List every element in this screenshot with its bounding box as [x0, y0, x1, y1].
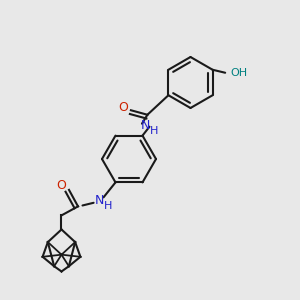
Text: OH: OH [231, 68, 248, 78]
Text: O: O [118, 101, 128, 114]
Text: H: H [150, 126, 159, 136]
Text: O: O [57, 179, 66, 193]
Text: H: H [104, 201, 112, 212]
Text: N: N [94, 194, 104, 207]
Text: N: N [140, 119, 150, 132]
